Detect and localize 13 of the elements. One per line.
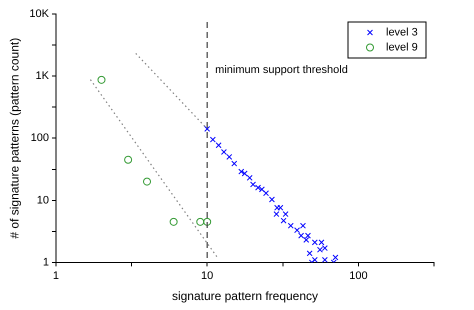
- y-tick-label: 1: [42, 256, 49, 268]
- ref-line-label: minimum support threshold: [215, 64, 348, 76]
- y-axis-title: # of signature patterns (pattern count): [8, 38, 22, 239]
- x-axis-title: signature pattern frequency: [172, 289, 318, 304]
- legend-label: level 9: [386, 42, 418, 54]
- x-tick-label: 10: [201, 270, 214, 282]
- x-tick-label: 1: [52, 270, 60, 282]
- y-tick-label: 10K: [29, 8, 50, 20]
- y-tick-label: 1K: [36, 70, 50, 82]
- y-tick-label: 100: [30, 132, 49, 144]
- y-tick-label: 10: [36, 194, 49, 206]
- x-tick-label: 100: [349, 270, 368, 282]
- legend-label: level 3: [386, 26, 418, 39]
